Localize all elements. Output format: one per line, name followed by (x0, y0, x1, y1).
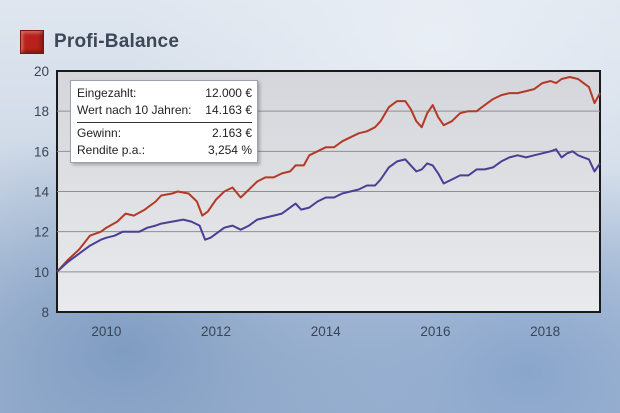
summary-row-profit: Gewinn: 2.163 € (77, 125, 252, 142)
x-axis-labels: 2010 2012 2014 2016 2018 (91, 324, 560, 339)
summary-divider (77, 122, 252, 123)
summary-label: Rendite p.a.: (77, 143, 146, 157)
series-line-1 (56, 76, 601, 273)
x-tick-label: 2012 (201, 324, 231, 339)
x-tick-label: 2018 (530, 324, 560, 339)
summary-row-final-value: Wert nach 10 Jahren: 14.163 € (77, 102, 252, 119)
series-line-2 (56, 148, 601, 273)
y-tick-label: 12 (34, 225, 49, 240)
chart-header: Profi-Balance (20, 30, 179, 54)
summary-label: Eingezahlt: (77, 86, 137, 100)
x-tick-label: 2014 (311, 324, 342, 339)
y-tick-label: 18 (34, 104, 49, 119)
y-tick-label: 8 (41, 305, 49, 320)
y-tick-label: 14 (34, 185, 50, 200)
x-tick-label: 2016 (420, 324, 450, 339)
y-tick-label: 16 (34, 144, 49, 159)
y-axis-labels: 8 10 12 14 16 18 20 (34, 64, 50, 320)
summary-row-return: Rendite p.a.: 3,254 % (77, 142, 252, 159)
x-tick-label: 2010 (91, 324, 121, 339)
summary-value: 14.163 € (205, 103, 252, 117)
series-layer (56, 76, 601, 273)
summary-box: Eingezahlt: 12.000 € Wert nach 10 Jahren… (70, 80, 258, 163)
summary-value: 2.163 € (211, 126, 252, 140)
summary-label: Wert nach 10 Jahren: (77, 103, 192, 117)
title-marker-square (20, 30, 44, 54)
summary-label: Gewinn: (77, 126, 122, 140)
chart-title: Profi-Balance (54, 31, 180, 52)
y-tick-label: 10 (34, 265, 49, 280)
y-tick-label: 20 (34, 64, 49, 79)
summary-value: 12.000 € (205, 86, 252, 100)
summary-row-deposited: Eingezahlt: 12.000 € (77, 85, 252, 102)
summary-value: 3,254 % (207, 143, 252, 157)
